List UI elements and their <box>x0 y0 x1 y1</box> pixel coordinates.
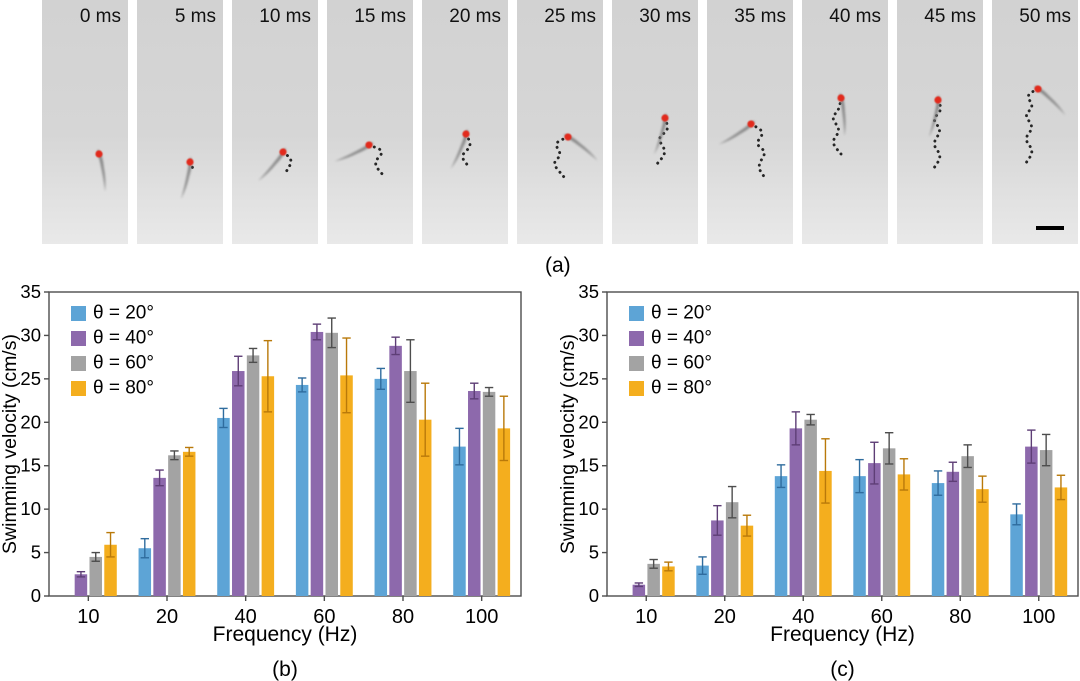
svg-text:100: 100 <box>1022 606 1055 628</box>
svg-text:10: 10 <box>578 498 599 519</box>
svg-text:θ = 40°: θ = 40° <box>93 328 154 349</box>
svg-text:θ = 20°: θ = 20° <box>651 303 712 324</box>
svg-text:35: 35 <box>20 281 41 302</box>
svg-text:80: 80 <box>392 606 414 628</box>
svg-text:20: 20 <box>20 411 41 432</box>
svg-text:Frequency (Hz): Frequency (Hz) <box>770 623 915 646</box>
svg-text:5: 5 <box>589 542 599 563</box>
svg-text:θ = 80°: θ = 80° <box>651 378 712 399</box>
svg-text:Swimming velocity (cm/s): Swimming velocity (cm/s) <box>0 334 21 554</box>
svg-text:10: 10 <box>635 606 657 628</box>
svg-text:0: 0 <box>589 585 599 606</box>
svg-text:20: 20 <box>156 606 178 628</box>
svg-text:Frequency (Hz): Frequency (Hz) <box>213 623 358 646</box>
svg-text:10: 10 <box>77 606 99 628</box>
svg-text:20: 20 <box>578 411 599 432</box>
svg-text:10: 10 <box>20 498 41 519</box>
svg-text:5: 5 <box>31 542 41 563</box>
svg-text:15: 15 <box>578 455 599 476</box>
svg-text:25: 25 <box>578 368 599 389</box>
svg-text:30: 30 <box>20 324 41 345</box>
svg-text:15: 15 <box>20 455 41 476</box>
svg-text:θ = 80°: θ = 80° <box>93 378 154 399</box>
svg-text:θ = 40°: θ = 40° <box>651 328 712 349</box>
svg-text:θ = 60°: θ = 60° <box>93 353 154 374</box>
svg-text:25: 25 <box>20 368 41 389</box>
svg-text:80: 80 <box>949 606 971 628</box>
svg-text:θ = 60°: θ = 60° <box>651 353 712 374</box>
svg-text:30: 30 <box>578 324 599 345</box>
svg-text:0: 0 <box>31 585 41 606</box>
svg-text:θ = 20°: θ = 20° <box>93 303 154 324</box>
svg-text:35: 35 <box>578 281 599 302</box>
svg-text:100: 100 <box>465 606 498 628</box>
svg-text:Swimming velocity (cm/s): Swimming velocity (cm/s) <box>557 334 579 554</box>
svg-text:20: 20 <box>714 606 736 628</box>
